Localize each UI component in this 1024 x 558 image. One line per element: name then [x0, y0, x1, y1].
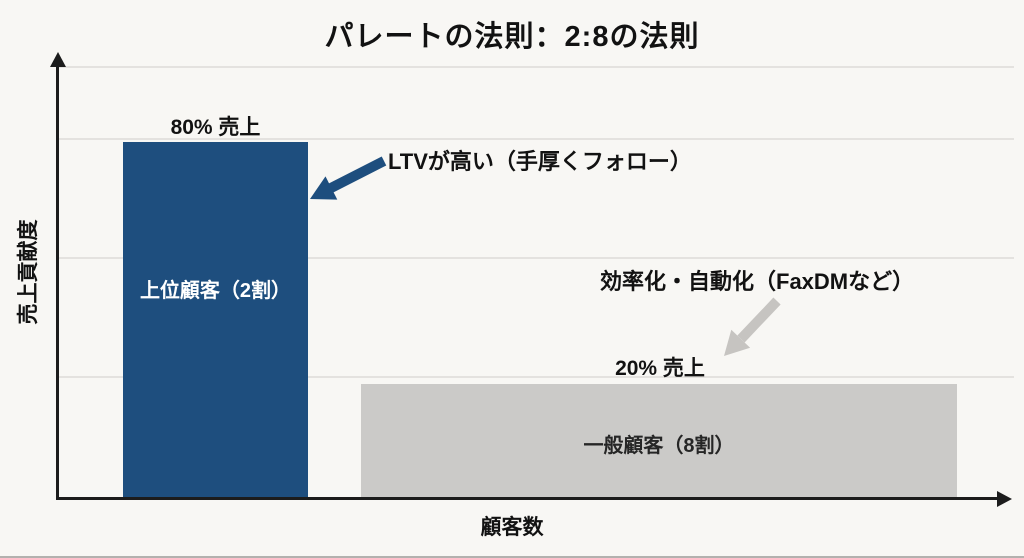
gridline: [58, 66, 1014, 68]
top-bar-label: 上位顧客（2割）: [139, 280, 292, 302]
y-axis-label: 売上貢献度: [17, 219, 40, 325]
gridline: [58, 376, 1014, 378]
bar-general-customers: [361, 384, 957, 497]
top-bar-value-label: 80% 売上: [170, 116, 261, 139]
y-axis-arrow-icon: [50, 52, 66, 67]
efficiency-arrow-icon: [724, 297, 781, 356]
general-bar-value-label: 20% 売上: [615, 357, 705, 380]
bar-top-customers: [123, 142, 308, 497]
chart-title: パレートの法則：2:8の法則: [324, 21, 700, 53]
x-axis-arrow-icon: [997, 491, 1012, 507]
general-bar-label: 一般顧客（8割）: [583, 435, 735, 457]
ltv-annotation: LTVが高い（手厚くフォロー）: [388, 149, 692, 174]
ltv-arrow-icon: [310, 156, 387, 200]
gridline: [58, 138, 1014, 140]
x-axis-label: 顧客数: [480, 516, 544, 539]
efficiency-annotation: 効率化・自動化（FaxDMなど）: [600, 269, 915, 294]
x-axis: [56, 497, 1000, 500]
y-axis: [56, 64, 59, 500]
gridline: [58, 257, 1014, 259]
